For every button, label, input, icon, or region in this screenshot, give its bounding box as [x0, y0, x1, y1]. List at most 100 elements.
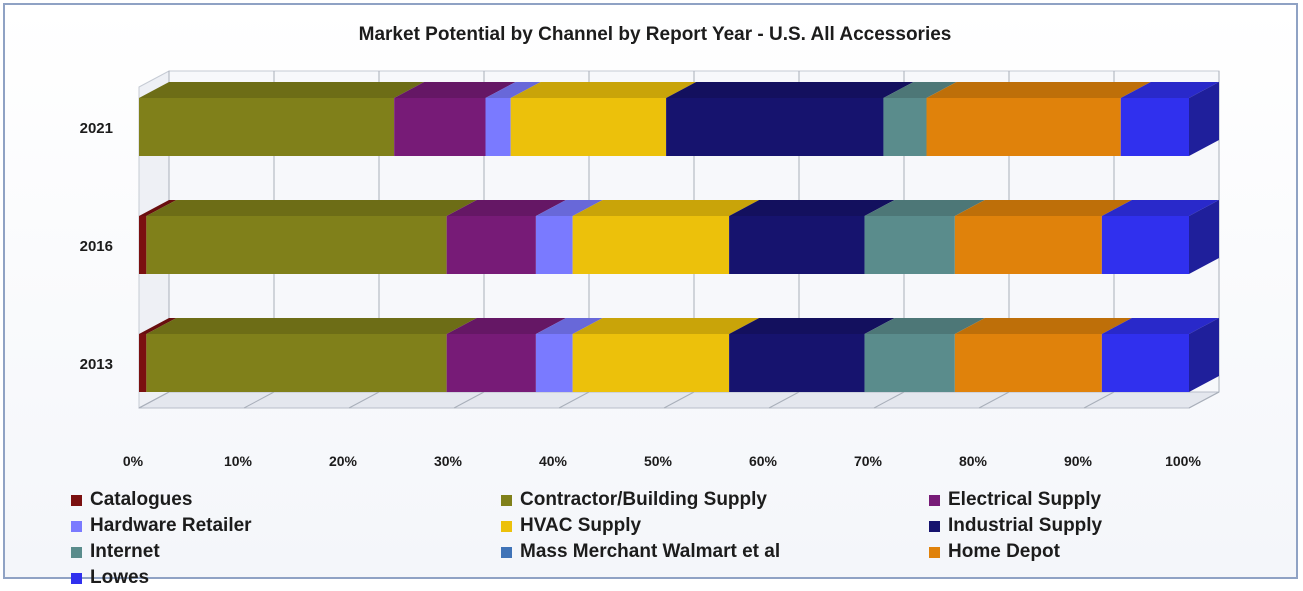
legend-item: Mass Merchant Walmart et al	[501, 539, 780, 565]
bar-top	[146, 200, 477, 216]
bar-top	[729, 318, 895, 334]
bar-group-2013	[139, 318, 1219, 392]
y-category-label: 2021	[80, 120, 113, 137]
bar-top	[146, 318, 477, 334]
bar-group-2021	[139, 82, 1219, 156]
bar-segment	[394, 98, 486, 156]
gridline-floor	[558, 391, 590, 409]
legend-label: Lowes	[90, 567, 150, 588]
x-tick-label: 30%	[434, 453, 463, 469]
bar-top	[1120, 82, 1219, 98]
bar-top	[510, 82, 697, 98]
legend-label: Industrial Supply	[948, 515, 1103, 536]
gridline-floor	[1083, 391, 1115, 409]
gridline-floor	[348, 391, 380, 409]
legend-label: Home Depot	[948, 541, 1060, 562]
bar-top	[954, 318, 1132, 334]
legend-swatch	[929, 546, 940, 558]
x-tick-label: 80%	[959, 453, 988, 469]
gridline-floor	[768, 391, 800, 409]
bar-top	[139, 318, 177, 334]
gridline-floor	[453, 391, 485, 409]
bar-top	[954, 200, 1132, 216]
bar-segment	[883, 98, 927, 156]
x-tick-label: 70%	[854, 453, 883, 469]
bar-side	[1189, 318, 1219, 392]
bar-segment	[572, 334, 730, 392]
bar-segment	[139, 98, 395, 156]
bar-segment	[1101, 216, 1189, 274]
x-tick-label: 50%	[644, 453, 673, 469]
gridline-floor	[978, 391, 1010, 409]
bar-top	[864, 318, 985, 334]
bar-segment	[146, 334, 447, 392]
bar-segment	[535, 334, 573, 392]
bar-segment	[146, 216, 447, 274]
legend-swatch	[501, 494, 512, 506]
bar-segment	[572, 216, 730, 274]
legend-swatch	[71, 520, 82, 532]
bar-segment	[864, 334, 955, 392]
y-category-label: 2013	[80, 356, 113, 373]
chart-legend: Catalogues Contractor/Building Supply Elec…	[71, 487, 1291, 588]
bar-top	[666, 82, 914, 98]
bar-top	[485, 82, 541, 98]
bar-segment	[535, 216, 573, 274]
x-tick-label: 100%	[1165, 453, 1201, 469]
legend-label: Internet	[90, 541, 160, 562]
bar-segment	[485, 98, 511, 156]
bar-top	[535, 200, 603, 216]
bar-segment	[1120, 98, 1189, 156]
bar-top	[446, 318, 566, 334]
bar-top	[572, 200, 760, 216]
x-tick-label: 0%	[123, 453, 144, 469]
legend-swatch	[929, 494, 940, 506]
bar-segment	[1101, 334, 1189, 392]
x-tick-label: 40%	[539, 453, 568, 469]
legend-swatch	[71, 546, 82, 558]
gridline-floor	[243, 391, 275, 409]
bar-segment	[926, 98, 1121, 156]
legend-item: HVAC Supply	[501, 513, 641, 539]
legend-label: Catalogues	[90, 489, 193, 510]
bar-top	[394, 82, 516, 98]
bar-segment	[446, 334, 536, 392]
bar-top	[926, 82, 1151, 98]
x-tick-label: 20%	[329, 453, 358, 469]
bar-top	[139, 82, 425, 98]
bar-segment	[139, 334, 147, 392]
gridline-floor	[138, 391, 170, 409]
x-tick-label: 90%	[1064, 453, 1093, 469]
bar-segment	[729, 334, 865, 392]
legend-item: Hardware Retailer	[71, 513, 252, 539]
bar-top	[1101, 200, 1219, 216]
bar-segment	[954, 334, 1102, 392]
legend-item: Contractor/Building Supply	[501, 487, 767, 513]
bar-top	[729, 200, 895, 216]
bar-segment	[139, 216, 147, 274]
bar-segment	[954, 216, 1102, 274]
legend-item: Electrical Supply	[929, 487, 1101, 513]
bar-segment	[666, 98, 884, 156]
gridline-floor	[663, 391, 695, 409]
legend-label: HVAC Supply	[520, 515, 642, 536]
legend-item: Internet	[71, 539, 160, 565]
bar-segment	[446, 216, 536, 274]
bar-top	[446, 200, 566, 216]
legend-label: Mass Merchant Walmart et al	[520, 541, 781, 562]
gridline-floor	[1188, 391, 1220, 409]
bar-top	[139, 200, 177, 216]
legend-swatch	[501, 520, 512, 532]
legend-item: Lowes	[71, 565, 149, 591]
bar-top	[535, 318, 603, 334]
gridline-floor	[873, 391, 905, 409]
bar-top	[572, 318, 760, 334]
bar-segment	[729, 216, 865, 274]
bar-top	[1101, 318, 1219, 334]
bar-group-2016	[139, 200, 1219, 274]
legend-label: Electrical Supply	[948, 489, 1102, 510]
chart-plot: Market Potential by Channel by Report Ye…	[80, 24, 1220, 469]
legend-item: Industrial Supply	[929, 513, 1102, 539]
chart-frame: Market Potential by Channel by Report Ye…	[3, 3, 1298, 588]
x-tick-label: 60%	[749, 453, 778, 469]
